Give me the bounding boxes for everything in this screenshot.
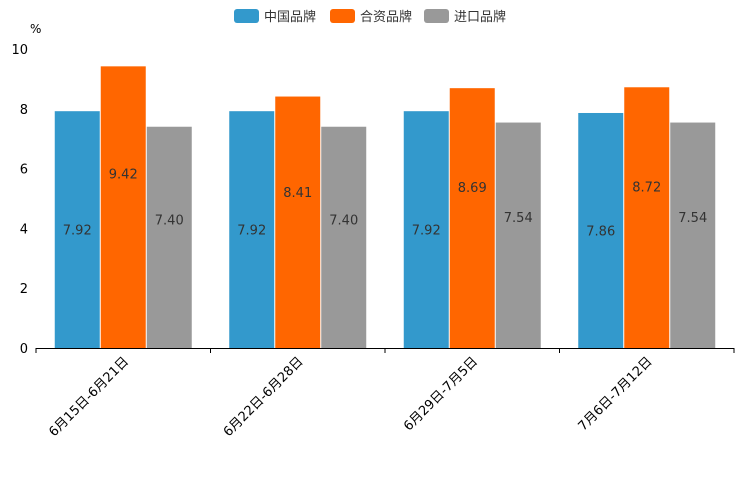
- y-axis-unit: %: [30, 22, 41, 36]
- bar-value-label: 7.54: [504, 211, 533, 226]
- y-tick-label: 2: [20, 282, 28, 297]
- bar[interactable]: [578, 112, 624, 349]
- bar[interactable]: [449, 88, 495, 348]
- bar-value-label: 8.41: [283, 186, 312, 201]
- bars: 7.92 9.42 7.40 7.92 8.41 7.40 7.92 8.69 7.54 7.86…: [54, 66, 716, 349]
- x-tick-label: 6月22日-6月28日: [221, 354, 307, 440]
- bar-value-label: 7.92: [63, 224, 92, 239]
- bar-value-label: 7.86: [586, 224, 615, 239]
- x-tick-label: 7月6日-7月12日: [576, 354, 656, 434]
- legend-item[interactable]: 中国品牌: [234, 9, 316, 25]
- legend: 中国品牌 合资品牌 进口品牌: [234, 9, 506, 25]
- bar-value-label: 7.92: [237, 224, 266, 239]
- legend-item[interactable]: 进口品牌: [424, 9, 506, 25]
- bar[interactable]: [146, 126, 192, 349]
- y-tick-label: 10: [11, 43, 28, 58]
- bar-value-label: 8.72: [632, 180, 661, 195]
- y-tick-label: 0: [20, 342, 28, 357]
- bar[interactable]: [495, 122, 541, 348]
- bar[interactable]: [670, 122, 716, 348]
- y-tick-label: 6: [20, 163, 28, 178]
- x-tick-label: 6月29日-7月5日: [401, 354, 481, 434]
- y-tick-label: 8: [20, 103, 28, 118]
- bar-value-label: 9.42: [109, 167, 138, 182]
- bar[interactable]: [403, 111, 449, 348]
- legend-swatch: [330, 9, 355, 23]
- legend-swatch: [424, 9, 449, 23]
- legend-label: 中国品牌: [264, 9, 316, 25]
- bar[interactable]: [321, 126, 367, 349]
- bar-value-label: 7.40: [155, 214, 184, 229]
- bar-value-label: 8.69: [458, 181, 487, 196]
- x-tick-label: 6月15日-6月21日: [46, 354, 132, 440]
- y-tick-label: 4: [20, 222, 28, 237]
- bar[interactable]: [275, 96, 321, 348]
- y-axis: 0 2 4 6 8 10: [11, 43, 28, 357]
- legend-label: 进口品牌: [454, 9, 506, 25]
- bar[interactable]: [229, 111, 275, 348]
- bar[interactable]: [100, 66, 146, 348]
- bar-value-label: 7.92: [412, 224, 441, 239]
- legend-item[interactable]: 合资品牌: [330, 9, 412, 25]
- legend-label: 合资品牌: [360, 9, 412, 25]
- bar-value-label: 7.40: [329, 214, 358, 229]
- bar-value-label: 7.54: [678, 211, 707, 226]
- x-axis: 6月15日-6月21日 6月22日-6月28日 6月29日-7月5日 7月6日-7月1…: [35, 348, 735, 440]
- legend-swatch: [234, 9, 259, 23]
- bar[interactable]: [624, 87, 670, 348]
- bar[interactable]: [54, 111, 100, 348]
